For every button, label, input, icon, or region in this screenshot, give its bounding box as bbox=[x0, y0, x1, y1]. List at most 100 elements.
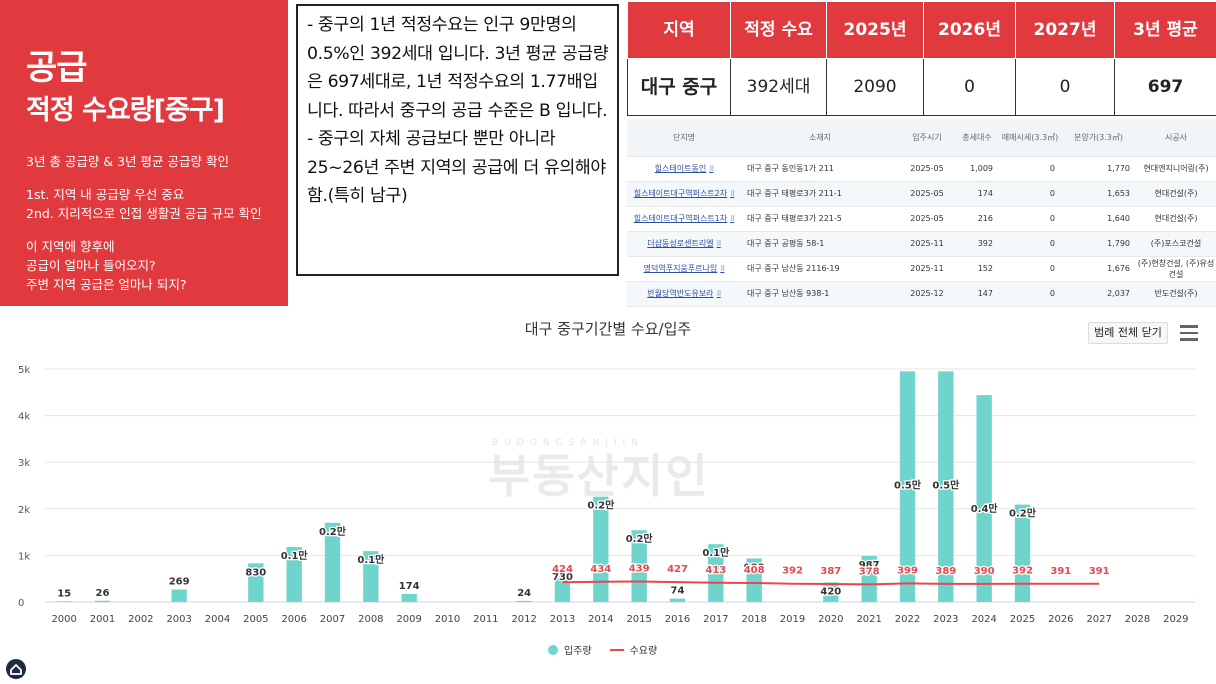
grid-icon[interactable]: ⠿ bbox=[720, 265, 725, 273]
grid-icon[interactable]: ⠿ bbox=[709, 165, 714, 173]
bar bbox=[516, 600, 532, 602]
complex-builder: 현대건설(주) bbox=[1136, 206, 1216, 232]
complex-sale-price: 0 bbox=[999, 181, 1061, 207]
bar-data-label: 420 bbox=[820, 586, 841, 597]
x-tick-label: 2015 bbox=[626, 614, 651, 625]
complex-name-link[interactable]: 힐스테이트대구역퍼스트2차 ⠿ bbox=[627, 181, 741, 207]
x-tick-label: 2005 bbox=[243, 614, 268, 625]
complex-name-link[interactable]: 힐스테이트대구역퍼스트1차 ⠿ bbox=[627, 206, 741, 232]
grid-icon[interactable]: ⠿ bbox=[716, 240, 722, 248]
panel-desc-1: 3년 총 공급량 & 3년 평균 공급량 확인 bbox=[26, 154, 229, 169]
complex-header[interactable]: 분양가(3.3㎡) bbox=[1061, 119, 1136, 157]
grid-icon[interactable]: ⠿ bbox=[730, 190, 735, 198]
bar bbox=[1014, 504, 1031, 602]
summary-header: 2025년 bbox=[826, 1, 924, 59]
complex-offer-price: 1,640 bbox=[1061, 206, 1136, 232]
x-tick-label: 2028 bbox=[1125, 614, 1150, 625]
x-tick-label: 2029 bbox=[1163, 614, 1188, 625]
complex-builder: 반도건설(주) bbox=[1136, 281, 1216, 307]
complex-name-link[interactable]: 반월당역반도유보라 ⠿ bbox=[627, 281, 741, 307]
bar bbox=[938, 371, 954, 602]
complex-date: 2025-11 bbox=[899, 231, 955, 257]
bar bbox=[669, 598, 686, 602]
complex-row: 명덕역푸지움푸르나임 ⠿ 대구 중구 남산동 2116-19 2025-11 152 0 1… bbox=[627, 256, 1216, 282]
complex-sale-price: 0 bbox=[999, 256, 1061, 282]
complex-units: 216 bbox=[955, 206, 999, 232]
complex-date: 2025-11 bbox=[899, 256, 955, 282]
panel-desc-5: 공급이 얼마나 들어오지? bbox=[26, 258, 156, 273]
grid-icon[interactable]: ⠿ bbox=[716, 290, 722, 298]
summary-region: 대구 중구 bbox=[627, 58, 731, 116]
bar bbox=[746, 558, 762, 602]
bar-data-label: 24 bbox=[517, 588, 531, 599]
legend-item-demand[interactable]: 수요량 bbox=[609, 642, 657, 657]
y-tick-label: 4k bbox=[18, 412, 30, 423]
complex-header[interactable]: 총세대수 bbox=[955, 119, 999, 157]
line-data-label: 424 bbox=[552, 564, 573, 575]
summary-header-row: 지역 적정 수요 2025년 2026년 2027년 3년 평균 bbox=[627, 1, 1216, 59]
complex-units: 147 bbox=[955, 281, 999, 307]
bar-data-label: 0.5만 bbox=[932, 478, 960, 491]
complex-header[interactable]: 시공사 bbox=[1136, 119, 1216, 157]
bar-data-label: 74 bbox=[671, 586, 685, 597]
complex-header[interactable]: 매매시세(3.3㎡) bbox=[999, 119, 1061, 157]
x-tick-label: 2001 bbox=[90, 614, 115, 625]
x-tick-label: 2021 bbox=[856, 614, 881, 625]
bar-data-label: 0.1만 bbox=[281, 549, 309, 562]
bar bbox=[171, 589, 187, 602]
bar bbox=[554, 567, 571, 602]
line-data-label: 392 bbox=[782, 566, 803, 577]
chart-legend: 입주량 수요량 bbox=[548, 642, 675, 657]
x-tick-label: 2011 bbox=[473, 614, 498, 625]
complex-name-text[interactable]: 힐스테이트동인 bbox=[654, 164, 707, 173]
complex-header[interactable]: 입주시기 bbox=[899, 119, 955, 157]
complex-date: 2025-05 bbox=[899, 181, 955, 207]
x-tick-label: 2026 bbox=[1048, 614, 1073, 625]
complex-sale-price: 0 bbox=[999, 281, 1061, 307]
complex-name-link[interactable]: 명덕역푸지움푸르나임 ⠿ bbox=[627, 256, 741, 282]
bar bbox=[593, 496, 609, 602]
complex-name-text[interactable]: 명덕역푸지움푸르나임 bbox=[643, 264, 718, 273]
summary-2025: 2090 bbox=[826, 58, 924, 116]
x-tick-label: 2025 bbox=[1010, 614, 1035, 625]
line-data-label: 378 bbox=[859, 566, 880, 577]
complex-builder: (주)현창건설, (주)유성건설 bbox=[1136, 256, 1216, 282]
complex-sale-price: 0 bbox=[999, 156, 1061, 182]
complex-name-link[interactable]: 힐스테이트동인 ⠿ bbox=[627, 156, 741, 182]
complex-units: 174 bbox=[955, 181, 999, 207]
x-tick-label: 2002 bbox=[128, 614, 153, 625]
complex-address: 대구 중구 공평동 58-1 bbox=[741, 231, 899, 257]
complex-name-link[interactable]: 더샵동성로센트리엘 ⠿ bbox=[627, 231, 741, 257]
panel-desc-4: 이 지역에 향후에 bbox=[26, 239, 115, 254]
grid-icon[interactable]: ⠿ bbox=[730, 215, 735, 223]
line-data-label: 391 bbox=[1089, 566, 1110, 577]
line-data-label: 408 bbox=[744, 565, 765, 576]
complex-name-text[interactable]: 힐스테이트대구역퍼스트2차 bbox=[633, 189, 728, 198]
home-icon[interactable] bbox=[6, 659, 26, 679]
complex-offer-price: 1,790 bbox=[1061, 231, 1136, 257]
bar bbox=[708, 544, 724, 602]
complex-offer-price: 1,770 bbox=[1061, 156, 1136, 182]
complex-offer-price: 2,037 bbox=[1061, 281, 1136, 307]
bar-data-label: 0.4만 bbox=[971, 502, 999, 515]
summary-row: 대구 중구 392세대 2090 0 0 697 bbox=[627, 58, 1216, 116]
complex-address: 대구 중구 태평로3가 221-5 bbox=[741, 206, 899, 232]
complex-name-text[interactable]: 힐스테이트대구역퍼스트1차 bbox=[633, 214, 728, 223]
complex-name-text[interactable]: 더샵동성로센트리엘 bbox=[647, 239, 714, 248]
bar-data-label: 0.5만 bbox=[894, 478, 922, 491]
x-tick-label: 2023 bbox=[933, 614, 958, 625]
complex-units: 1,009 bbox=[955, 156, 999, 182]
menu-icon[interactable] bbox=[1180, 325, 1198, 341]
complex-row: 힐스테이트대구역퍼스트1차 ⠿ 대구 중구 태평로3가 221-5 2025-05 21… bbox=[627, 206, 1216, 232]
line-data-label: 427 bbox=[667, 564, 688, 575]
bar-data-label: 0.1만 bbox=[702, 546, 730, 559]
complex-name-text[interactable]: 반월당역반도유보라 bbox=[647, 289, 714, 298]
legend-demand-marker bbox=[609, 648, 624, 651]
legend-toggle-button[interactable]: 범례 전체 닫기 bbox=[1088, 322, 1168, 344]
complex-header[interactable]: 소재지 bbox=[741, 119, 899, 157]
bar bbox=[861, 556, 877, 602]
legend-item-supply[interactable]: 입주량 bbox=[548, 642, 592, 657]
line-data-label: 413 bbox=[705, 565, 726, 576]
panel-desc-3: 2nd. 지리적으로 인접 생활권 공급 규모 확인 bbox=[26, 206, 262, 221]
complex-header[interactable]: 단지명 bbox=[627, 119, 741, 157]
